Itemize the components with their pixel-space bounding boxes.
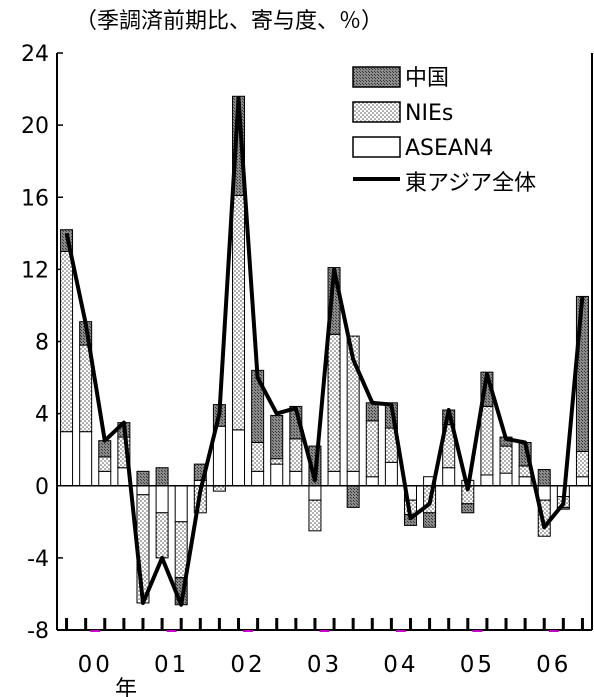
- bar-asean4: [155, 485, 169, 514]
- bar-china: [270, 414, 284, 460]
- legend-label-nies: NIEs: [405, 101, 453, 126]
- bar-nies: [270, 458, 284, 465]
- bar-nies: [251, 441, 265, 472]
- bar-asean4: [79, 431, 93, 487]
- bar-nies: [212, 485, 226, 492]
- bar-asean4: [136, 485, 150, 496]
- bar-china: [98, 440, 112, 458]
- bar-china: [365, 402, 379, 422]
- bar-nies: [480, 405, 494, 476]
- y-tick-label: 16: [21, 186, 49, 211]
- bar-nies: [60, 250, 74, 433]
- bar-china: [346, 485, 360, 508]
- legend-swatch-china: [352, 66, 401, 88]
- bar-asean4: [327, 470, 341, 487]
- legend-swatch-nies: [352, 101, 401, 123]
- bar-asean4: [442, 467, 456, 487]
- x-year-label: 06: [536, 652, 571, 678]
- bar-asean4: [232, 429, 246, 487]
- bar-asean4: [480, 474, 494, 487]
- bar-asean4: [365, 476, 379, 487]
- bar-asean4: [308, 485, 322, 501]
- y-tick-label: -8: [27, 619, 49, 644]
- bar-china: [136, 470, 150, 487]
- x-axis-label: 年: [115, 677, 137, 697]
- bar-asean4: [346, 470, 360, 487]
- y-tick-label: -4: [27, 547, 49, 572]
- bar-nies: [327, 333, 341, 472]
- total-line-layer: [64, 96, 585, 607]
- bar-china: [537, 469, 551, 487]
- bar-asean4: [289, 470, 303, 487]
- y-tick-label: 4: [35, 403, 49, 428]
- legend-label-total: 東アジア全体: [405, 171, 536, 196]
- y-tick-label: 8: [35, 331, 49, 356]
- bar-nies: [98, 456, 112, 472]
- bar-nies: [575, 450, 589, 478]
- x-axis: 00 01 02 03 04 05 06: [57, 618, 592, 678]
- legend: 中国 NIEs ASEAN4 東アジア全体: [352, 66, 536, 196]
- x-year-label: 03: [307, 652, 342, 678]
- bar-asean4: [60, 431, 74, 487]
- chart-title: （季調済前期比、寄与度、％）: [75, 9, 383, 34]
- bar-asean4: [270, 463, 284, 487]
- bar-china: [155, 467, 169, 487]
- bar-nies: [155, 512, 169, 559]
- bar-china: [575, 295, 589, 452]
- bar-asean4: [518, 476, 532, 487]
- x-year-label: 04: [383, 652, 418, 678]
- y-tick-label: 0: [35, 475, 49, 500]
- bar-asean4: [537, 485, 551, 501]
- y-tick-label: 24: [21, 42, 49, 67]
- bar-asean4: [384, 461, 398, 487]
- x-year-label: 02: [230, 652, 265, 678]
- y-tick-label: 20: [21, 114, 49, 139]
- bar-asean4: [499, 472, 513, 487]
- legend-label-china: 中国: [405, 66, 449, 91]
- y-axis: 24 20 16 12 8 4 0 -4 -8: [21, 42, 593, 644]
- bar-asean4: [174, 485, 188, 523]
- bar-china: [461, 503, 475, 514]
- bar-china: [423, 512, 437, 528]
- total-line: [64, 96, 585, 607]
- y-tick-label: 12: [21, 258, 49, 283]
- bar-asean4: [575, 476, 589, 487]
- bar-asean4: [98, 470, 112, 487]
- legend-label-asean4: ASEAN4: [405, 136, 493, 161]
- bar-nies: [365, 420, 379, 478]
- bar-nies: [499, 445, 513, 474]
- bar-nies: [308, 499, 322, 532]
- x-year-label: 05: [460, 652, 495, 678]
- x-year-label: 00: [78, 652, 113, 678]
- x-year-label: 01: [154, 652, 189, 678]
- bar-asean4: [251, 470, 265, 487]
- bar-nies: [289, 438, 303, 472]
- bar-nies: [232, 194, 246, 431]
- legend-swatch-asean4: [352, 136, 401, 158]
